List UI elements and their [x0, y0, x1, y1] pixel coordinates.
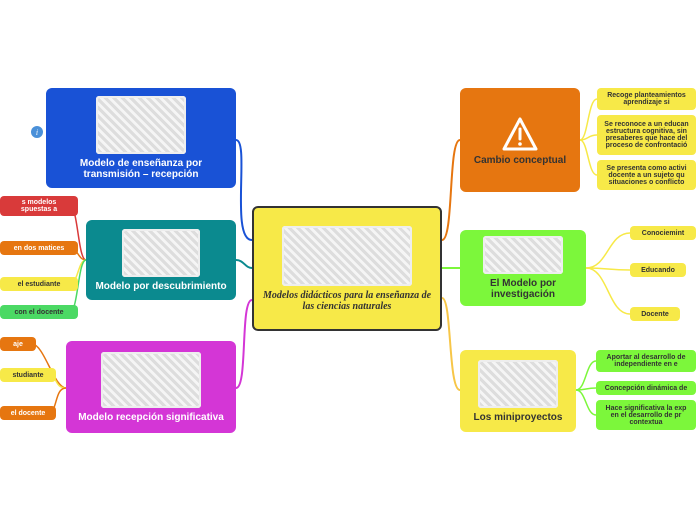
center-title: Modelos didácticos para la enseñanza de …	[260, 290, 434, 312]
leaf-significativa-0[interactable]: aje	[0, 337, 36, 351]
branch-descubrimiento[interactable]: Modelo por descubrimiento	[86, 220, 236, 300]
leaf-significativa-1[interactable]: studiante	[0, 368, 56, 382]
center-node[interactable]: Modelos didácticos para la enseñanza de …	[252, 206, 442, 331]
branch-image	[478, 360, 558, 408]
branch-label: Modelo por descubrimiento	[95, 281, 226, 292]
leaf-investigacion-0[interactable]: Conociemint	[630, 226, 696, 240]
leaf-investigacion-2[interactable]: Docente	[630, 307, 680, 321]
leaf-cambio-1[interactable]: Se reconoce a un educan estructura cogni…	[597, 115, 696, 155]
leaf-miniproyectos-0[interactable]: Aportar al desarrollo de independiente e…	[596, 350, 696, 372]
leaf-descubrimiento-0[interactable]: s modelos spuestas a	[0, 196, 78, 216]
branch-label: El Modelo por investigación	[466, 278, 580, 300]
branch-label: Modelo recepción significativa	[78, 412, 224, 423]
leaf-descubrimiento-3[interactable]: con el docente	[0, 305, 78, 319]
leaf-cambio-0[interactable]: Recoge planteamientos aprendizaje si	[597, 88, 696, 110]
branch-image	[122, 229, 200, 277]
center-image	[282, 226, 412, 286]
branch-label: Modelo de enseñanza por transmisión – re…	[52, 158, 230, 180]
branch-significativa[interactable]: Modelo recepción significativa	[66, 341, 236, 433]
leaf-descubrimiento-2[interactable]: el estudiante	[0, 277, 78, 291]
leaf-significativa-2[interactable]: el docente	[0, 406, 56, 420]
leaf-miniproyectos-1[interactable]: Concepción dinámica de	[596, 381, 696, 395]
branch-cambio[interactable]: Cambio conceptual	[460, 88, 580, 192]
branch-investigacion[interactable]: El Modelo por investigación	[460, 230, 586, 306]
branch-label: Los miniproyectos	[474, 412, 563, 423]
leaf-miniproyectos-2[interactable]: Hace significativa la exp en el desarrol…	[596, 400, 696, 430]
branch-miniproyectos[interactable]: Los miniproyectos	[460, 350, 576, 432]
leaf-descubrimiento-1[interactable]: en dos matices	[0, 241, 78, 255]
leaf-investigacion-1[interactable]: Educando	[630, 263, 686, 277]
leaf-cambio-2[interactable]: Se presenta como activi docente a un suj…	[597, 160, 696, 190]
warning-icon	[500, 115, 540, 155]
branch-image	[96, 96, 186, 154]
info-icon[interactable]: i	[31, 126, 43, 138]
branch-label: Cambio conceptual	[474, 155, 566, 166]
branch-transmision[interactable]: Modelo de enseñanza por transmisión – re…	[46, 88, 236, 188]
branch-image	[483, 236, 563, 274]
branch-image	[101, 352, 201, 408]
